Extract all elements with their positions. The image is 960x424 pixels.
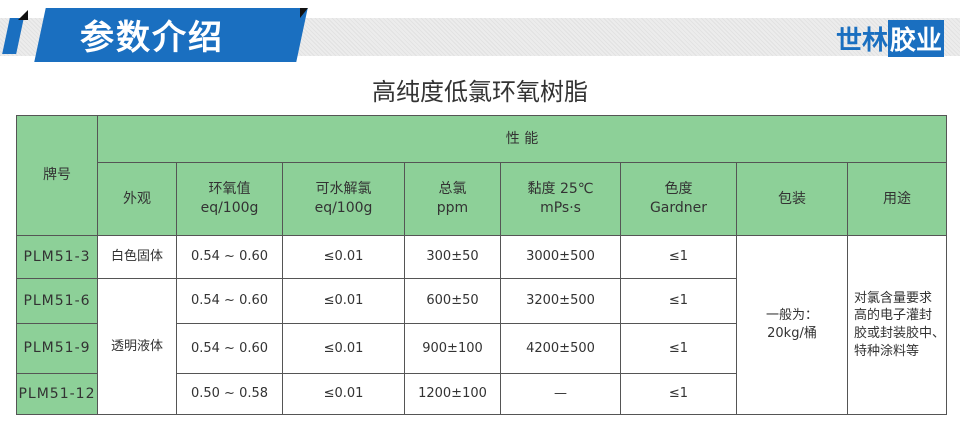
table-row: PLM51-12 0.50 ~ 0.58 ≤0.01 1200±100 — ≤1 bbox=[16, 373, 947, 415]
banner-corner bbox=[18, 10, 28, 20]
header-color: 色度 Gardner bbox=[620, 162, 737, 236]
table-row: PLM51-9 0.54 ~ 0.60 ≤0.01 900±100 4200±5… bbox=[16, 323, 947, 374]
cell-total-cl: 1200±100 bbox=[404, 373, 501, 415]
header-model: 牌号 bbox=[16, 115, 98, 236]
cell-usage: 对氯含量要求 高的电子灌封 胶或封装胶中、 特种涂料等 bbox=[847, 235, 947, 415]
header-viscosity: 黏度 25℃ mPs·s bbox=[500, 162, 621, 236]
brand-text: 世林 bbox=[835, 26, 888, 56]
brand-logo: 世林 胶业 bbox=[836, 20, 944, 57]
cell-model: PLM51-6 bbox=[16, 278, 98, 324]
cell-color: ≤1 bbox=[620, 373, 737, 415]
banner-corner bbox=[300, 8, 308, 18]
cell-packaging: 一般为： 20kg/桶 bbox=[736, 235, 848, 415]
cell-hydro-cl: ≤0.01 bbox=[282, 235, 405, 279]
spec-table: 牌号 性 能 外观 环氧值 eq/100g 可水解氯 eq/100g 总氯 ppm 黏… bbox=[16, 115, 947, 415]
cell-epoxy: 0.54 ~ 0.60 bbox=[176, 235, 283, 279]
cell-viscosity: 3200±500 bbox=[500, 278, 621, 324]
header-packaging: 包装 bbox=[736, 162, 848, 236]
cell-total-cl: 900±100 bbox=[404, 323, 501, 374]
section-title: 参数介绍 bbox=[80, 18, 224, 58]
cell-viscosity: 3000±500 bbox=[500, 235, 621, 279]
cell-color: ≤1 bbox=[620, 235, 737, 279]
cell-model: PLM51-3 bbox=[16, 235, 98, 279]
header-epoxy: 环氧值 eq/100g bbox=[176, 162, 283, 236]
product-title: 高纯度低氯环氧树脂 bbox=[372, 78, 588, 106]
cell-epoxy: 0.50 ~ 0.58 bbox=[176, 373, 283, 415]
cell-epoxy: 0.54 ~ 0.60 bbox=[176, 323, 283, 374]
brand-text-highlight: 胶业 bbox=[887, 20, 944, 57]
cell-model: PLM51-9 bbox=[16, 323, 98, 374]
header-total-cl: 总氯 ppm bbox=[404, 162, 501, 236]
cell-appearance: 白色固体 bbox=[97, 235, 177, 279]
header-hydrolyzable-cl: 可水解氯 eq/100g bbox=[282, 162, 405, 236]
cell-color: ≤1 bbox=[620, 323, 737, 374]
cell-hydro-cl: ≤0.01 bbox=[282, 278, 405, 324]
header-usage: 用途 bbox=[847, 162, 947, 236]
header-group: 性 能 bbox=[97, 115, 947, 163]
cell-epoxy: 0.54 ~ 0.60 bbox=[176, 278, 283, 324]
cell-total-cl: 300±50 bbox=[404, 235, 501, 279]
cell-color: ≤1 bbox=[620, 278, 737, 324]
cell-viscosity: 4200±500 bbox=[500, 323, 621, 374]
cell-hydro-cl: ≤0.01 bbox=[282, 373, 405, 415]
cell-viscosity: — bbox=[500, 373, 621, 415]
cell-total-cl: 600±50 bbox=[404, 278, 501, 324]
cell-appearance: 透明液体 bbox=[97, 278, 177, 415]
cell-hydro-cl: ≤0.01 bbox=[282, 323, 405, 374]
cell-model: PLM51-12 bbox=[16, 373, 98, 415]
header-appearance: 外观 bbox=[97, 162, 177, 236]
table-row: PLM51-3 白色固体 0.54 ~ 0.60 ≤0.01 300±50 30… bbox=[16, 235, 947, 415]
